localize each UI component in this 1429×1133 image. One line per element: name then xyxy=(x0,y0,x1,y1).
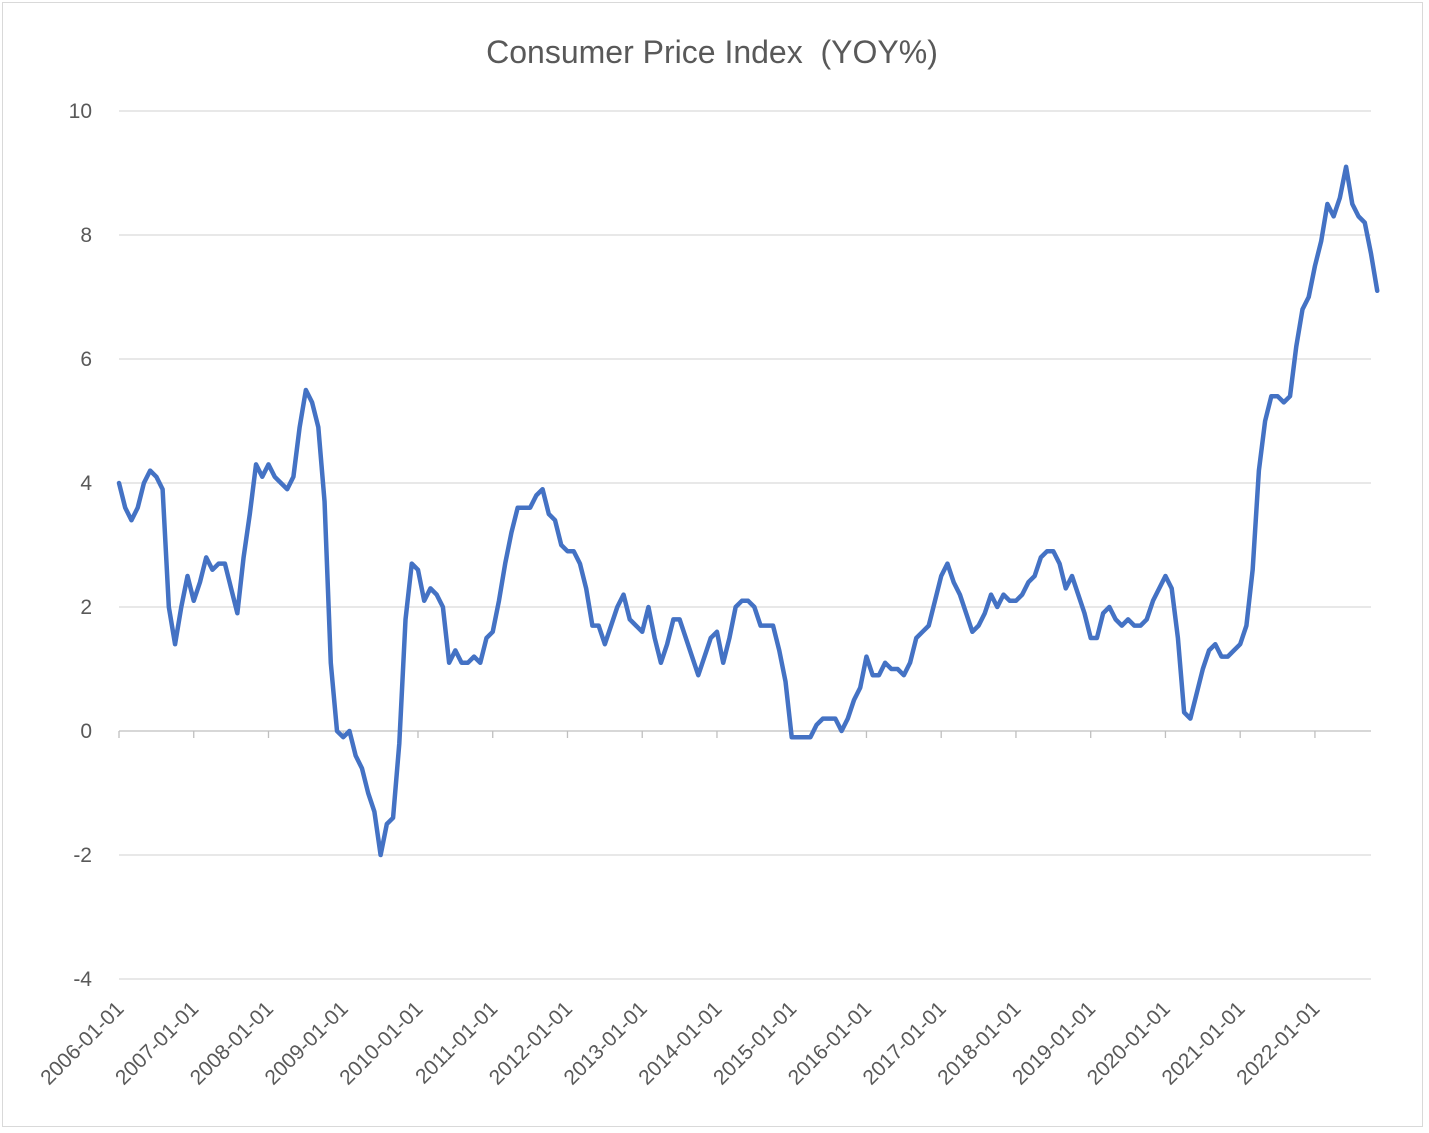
y-tick-label: 4 xyxy=(80,472,92,495)
series-group xyxy=(119,167,1377,855)
series-line-0 xyxy=(119,167,1377,855)
gridlines xyxy=(119,111,1371,979)
x-axis-tick-labels: 2006-01-012007-01-012008-01-012009-01-01… xyxy=(36,997,1324,1089)
x-axis xyxy=(119,731,1371,738)
y-tick-label: 6 xyxy=(80,348,92,371)
chart-title: Consumer Price Index (YOY%) xyxy=(486,34,938,70)
y-axis-tick-labels: -4 -2 0 2 4 6 8 10 xyxy=(69,100,93,991)
y-tick-label: 10 xyxy=(69,100,92,123)
y-tick-label: 0 xyxy=(80,720,92,743)
y-tick-label: -4 xyxy=(73,968,92,991)
y-tick-label: 2 xyxy=(80,596,92,619)
y-tick-label: -2 xyxy=(73,844,92,867)
y-tick-label: 8 xyxy=(80,224,92,247)
